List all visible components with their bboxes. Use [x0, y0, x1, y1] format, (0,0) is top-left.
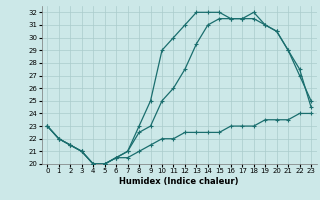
X-axis label: Humidex (Indice chaleur): Humidex (Indice chaleur): [119, 177, 239, 186]
